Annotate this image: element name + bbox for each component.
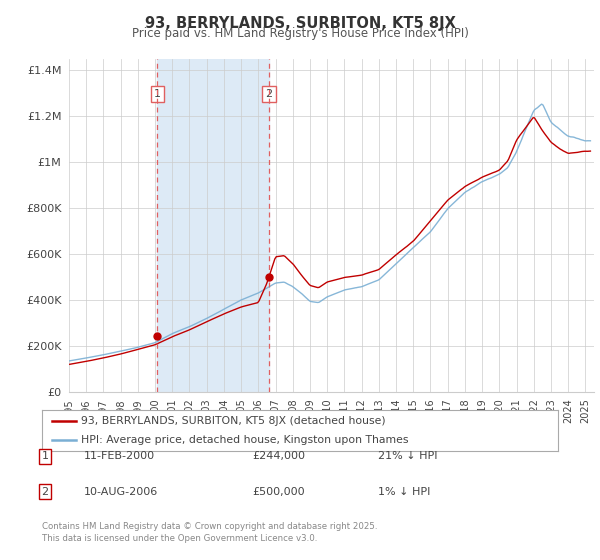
Text: £244,000: £244,000: [252, 451, 305, 461]
Text: HPI: Average price, detached house, Kingston upon Thames: HPI: Average price, detached house, King…: [80, 435, 408, 445]
Text: 1: 1: [154, 89, 161, 99]
Text: 21% ↓ HPI: 21% ↓ HPI: [378, 451, 437, 461]
Text: Price paid vs. HM Land Registry's House Price Index (HPI): Price paid vs. HM Land Registry's House …: [131, 27, 469, 40]
Bar: [157, 59, 269, 392]
Text: 93, BERRYLANDS, SURBITON, KT5 8JX (detached house): 93, BERRYLANDS, SURBITON, KT5 8JX (detac…: [80, 417, 385, 426]
Text: 93, BERRYLANDS, SURBITON, KT5 8JX: 93, BERRYLANDS, SURBITON, KT5 8JX: [145, 16, 455, 31]
Text: 11-FEB-2000: 11-FEB-2000: [84, 451, 155, 461]
Text: 2: 2: [41, 487, 49, 497]
Text: 10-AUG-2006: 10-AUG-2006: [84, 487, 158, 497]
Text: £500,000: £500,000: [252, 487, 305, 497]
Text: 1: 1: [41, 451, 49, 461]
Text: Contains HM Land Registry data © Crown copyright and database right 2025.
This d: Contains HM Land Registry data © Crown c…: [42, 522, 377, 543]
Text: 1% ↓ HPI: 1% ↓ HPI: [378, 487, 430, 497]
Text: 2: 2: [265, 89, 272, 99]
